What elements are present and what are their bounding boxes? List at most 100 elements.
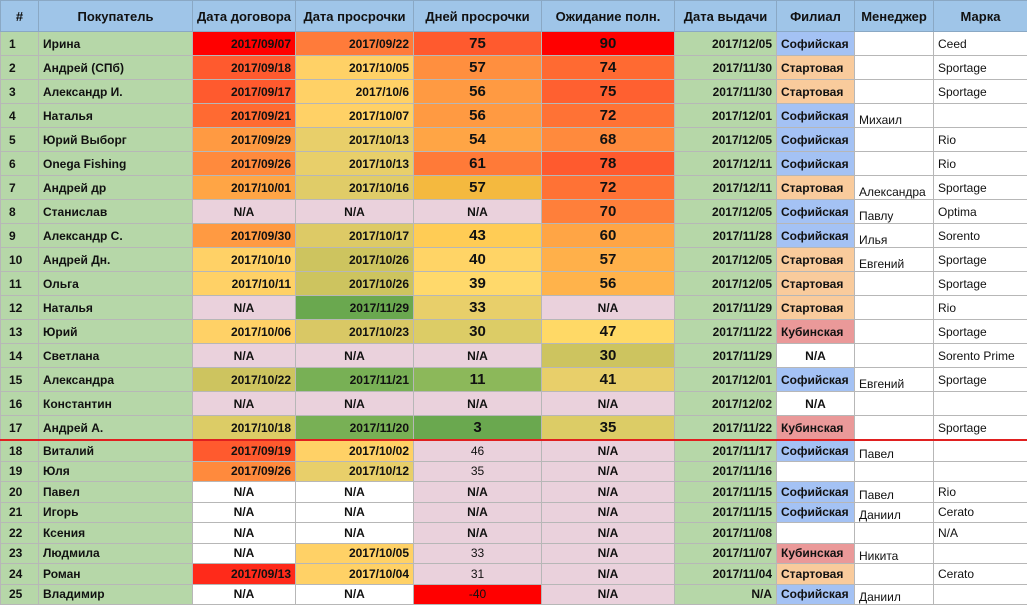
cell-contract-date[interactable]: 2017/10/10: [192, 247, 296, 272]
cell-overdue-date[interactable]: 2017/10/04: [295, 563, 414, 585]
cell-manager[interactable]: [854, 55, 934, 80]
cell-overdue-date[interactable]: 2017/10/13: [295, 127, 414, 152]
cell-buyer[interactable]: Константин: [38, 391, 193, 416]
cell-issue-date[interactable]: 2017/12/01: [674, 103, 777, 128]
cell-buyer[interactable]: Юля: [38, 460, 193, 482]
cell-overdue-days[interactable]: 33: [413, 295, 542, 320]
cell-wait[interactable]: N/A: [541, 295, 675, 320]
cell-contract-date[interactable]: N/A: [192, 295, 296, 320]
cell-manager[interactable]: [854, 343, 934, 368]
cell-num[interactable]: 12: [0, 295, 39, 320]
cell-manager[interactable]: Илья: [854, 223, 934, 248]
cell-overdue-days[interactable]: 56: [413, 103, 542, 128]
cell-overdue-date[interactable]: 2017/11/21: [295, 367, 414, 392]
cell-contract-date[interactable]: 2017/09/30: [192, 223, 296, 248]
cell-issue-date[interactable]: 2017/11/15: [674, 501, 777, 523]
cell-buyer[interactable]: Андрей Дн.: [38, 247, 193, 272]
cell-branch[interactable]: Софийская: [776, 103, 855, 128]
cell-manager[interactable]: Даниил: [854, 583, 934, 605]
cell-brand[interactable]: [933, 583, 1027, 605]
cell-overdue-days[interactable]: 33: [413, 542, 542, 564]
cell-wait[interactable]: N/A: [541, 563, 675, 585]
cell-num[interactable]: 6: [0, 151, 39, 176]
cell-brand[interactable]: Optima: [933, 199, 1027, 224]
cell-overdue-date[interactable]: 2017/10/26: [295, 247, 414, 272]
cell-num[interactable]: 9: [0, 223, 39, 248]
cell-overdue-date[interactable]: N/A: [295, 391, 414, 416]
cell-wait[interactable]: N/A: [541, 391, 675, 416]
cell-overdue-date[interactable]: 2017/10/13: [295, 151, 414, 176]
cell-buyer[interactable]: Станислав: [38, 199, 193, 224]
cell-branch[interactable]: N/A: [776, 391, 855, 416]
cell-manager[interactable]: [854, 391, 934, 416]
header-issue-date[interactable]: Дата выдачи: [674, 0, 777, 32]
cell-num[interactable]: 21: [0, 501, 39, 523]
cell-wait[interactable]: 72: [541, 175, 675, 200]
cell-buyer[interactable]: Андрей др: [38, 175, 193, 200]
cell-wait[interactable]: 41: [541, 367, 675, 392]
cell-brand[interactable]: Cerato: [933, 501, 1027, 523]
cell-buyer[interactable]: Андрей А.: [38, 415, 193, 441]
cell-contract-date[interactable]: N/A: [192, 501, 296, 523]
cell-buyer[interactable]: Ольга: [38, 271, 193, 296]
cell-overdue-days[interactable]: 11: [413, 367, 542, 392]
cell-overdue-days[interactable]: 61: [413, 151, 542, 176]
cell-wait[interactable]: 60: [541, 223, 675, 248]
cell-branch[interactable]: Софийская: [776, 481, 855, 503]
cell-buyer[interactable]: Павел: [38, 481, 193, 503]
cell-buyer[interactable]: Александр С.: [38, 223, 193, 248]
cell-brand[interactable]: [933, 542, 1027, 564]
cell-num[interactable]: 19: [0, 460, 39, 482]
cell-num[interactable]: 2: [0, 55, 39, 80]
cell-overdue-days[interactable]: 57: [413, 55, 542, 80]
cell-num[interactable]: 13: [0, 319, 39, 344]
cell-overdue-date[interactable]: 2017/10/23: [295, 319, 414, 344]
cell-manager[interactable]: [854, 271, 934, 296]
cell-issue-date[interactable]: 2017/11/15: [674, 481, 777, 503]
cell-overdue-days[interactable]: 75: [413, 31, 542, 56]
cell-issue-date[interactable]: 2017/11/30: [674, 79, 777, 104]
cell-num[interactable]: 24: [0, 563, 39, 585]
cell-num[interactable]: 23: [0, 542, 39, 564]
cell-branch[interactable]: Стартовая: [776, 55, 855, 80]
cell-issue-date[interactable]: 2017/11/28: [674, 223, 777, 248]
cell-buyer[interactable]: Александр И.: [38, 79, 193, 104]
cell-manager[interactable]: Евгений: [854, 247, 934, 272]
cell-brand[interactable]: N/A: [933, 522, 1027, 544]
cell-overdue-days[interactable]: 3: [413, 415, 542, 441]
cell-issue-date[interactable]: 2017/11/16: [674, 460, 777, 482]
cell-overdue-date[interactable]: 2017/10/02: [295, 439, 414, 462]
cell-brand[interactable]: Sportage: [933, 247, 1027, 272]
cell-wait[interactable]: 78: [541, 151, 675, 176]
cell-brand[interactable]: Rio: [933, 127, 1027, 152]
cell-manager[interactable]: Павлу: [854, 199, 934, 224]
cell-brand[interactable]: [933, 391, 1027, 416]
cell-buyer[interactable]: Роман: [38, 563, 193, 585]
cell-contract-date[interactable]: 2017/09/13: [192, 563, 296, 585]
cell-branch[interactable]: [776, 460, 855, 482]
header-manager[interactable]: Менеджер: [854, 0, 934, 32]
cell-wait[interactable]: 30: [541, 343, 675, 368]
cell-buyer[interactable]: Людмила: [38, 542, 193, 564]
cell-overdue-days[interactable]: 43: [413, 223, 542, 248]
cell-wait[interactable]: N/A: [541, 481, 675, 503]
header-num[interactable]: #: [0, 0, 39, 32]
cell-brand[interactable]: Ceed: [933, 31, 1027, 56]
cell-manager[interactable]: Александра: [854, 175, 934, 200]
cell-manager[interactable]: Никита: [854, 542, 934, 564]
cell-manager[interactable]: Павел: [854, 439, 934, 462]
cell-brand[interactable]: Cerato: [933, 563, 1027, 585]
cell-wait[interactable]: N/A: [541, 583, 675, 605]
cell-branch[interactable]: Софийская: [776, 31, 855, 56]
cell-issue-date[interactable]: 2017/12/11: [674, 151, 777, 176]
cell-manager[interactable]: [854, 319, 934, 344]
cell-brand[interactable]: Sportage: [933, 415, 1027, 441]
cell-brand[interactable]: Sportage: [933, 79, 1027, 104]
cell-contract-date[interactable]: 2017/09/17: [192, 79, 296, 104]
cell-manager[interactable]: Павел: [854, 481, 934, 503]
cell-wait[interactable]: 56: [541, 271, 675, 296]
cell-brand[interactable]: Sportage: [933, 271, 1027, 296]
cell-issue-date[interactable]: 2017/11/17: [674, 439, 777, 462]
cell-overdue-date[interactable]: 2017/10/07: [295, 103, 414, 128]
cell-overdue-days[interactable]: 57: [413, 175, 542, 200]
